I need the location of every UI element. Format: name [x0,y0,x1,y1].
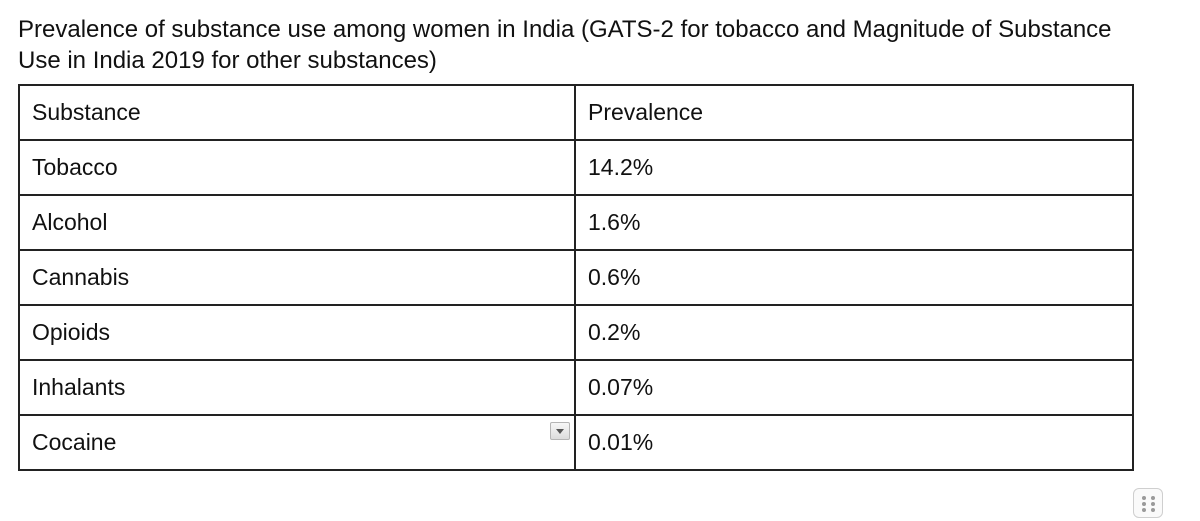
header-cell-substance[interactable]: Substance [18,84,576,141]
substance-cell[interactable]: Cannabis [18,249,576,306]
substance-cell[interactable]: Opioids [18,304,576,361]
substance-cell[interactable]: Inhalants [18,359,576,416]
prevalence-cell[interactable]: 0.6% [574,249,1134,306]
table-caption: Prevalence of substance use among women … [18,16,1112,74]
prevalence-cell[interactable]: 0.01% [574,414,1134,471]
table-row: Tobacco 14.2% [18,139,1134,196]
table-row: Cannabis 0.6% [18,249,1134,306]
drag-handle-icon[interactable] [1133,488,1163,518]
header-cell-prevalence[interactable]: Prevalence [574,84,1134,141]
substance-cell-selected[interactable]: Cocaine [18,414,576,471]
chevron-down-icon[interactable] [550,422,570,440]
table-row: Cocaine 0.01% [18,414,1134,471]
substance-cell[interactable]: Alcohol [18,194,576,251]
substance-cell[interactable]: Tobacco [18,139,576,196]
table-row: Inhalants 0.07% [18,359,1134,416]
prevalence-table: Substance Prevalence Tobacco 14.2% Alcoh… [18,84,1134,471]
prevalence-cell[interactable]: 1.6% [574,194,1134,251]
prevalence-cell[interactable]: 0.07% [574,359,1134,416]
prevalence-cell[interactable]: 14.2% [574,139,1134,196]
substance-cell-text: Cocaine [32,429,117,455]
table-row: Alcohol 1.6% [18,194,1134,251]
table-header-row: Substance Prevalence [18,84,1134,141]
table-row: Opioids 0.2% [18,304,1134,361]
prevalence-cell[interactable]: 0.2% [574,304,1134,361]
